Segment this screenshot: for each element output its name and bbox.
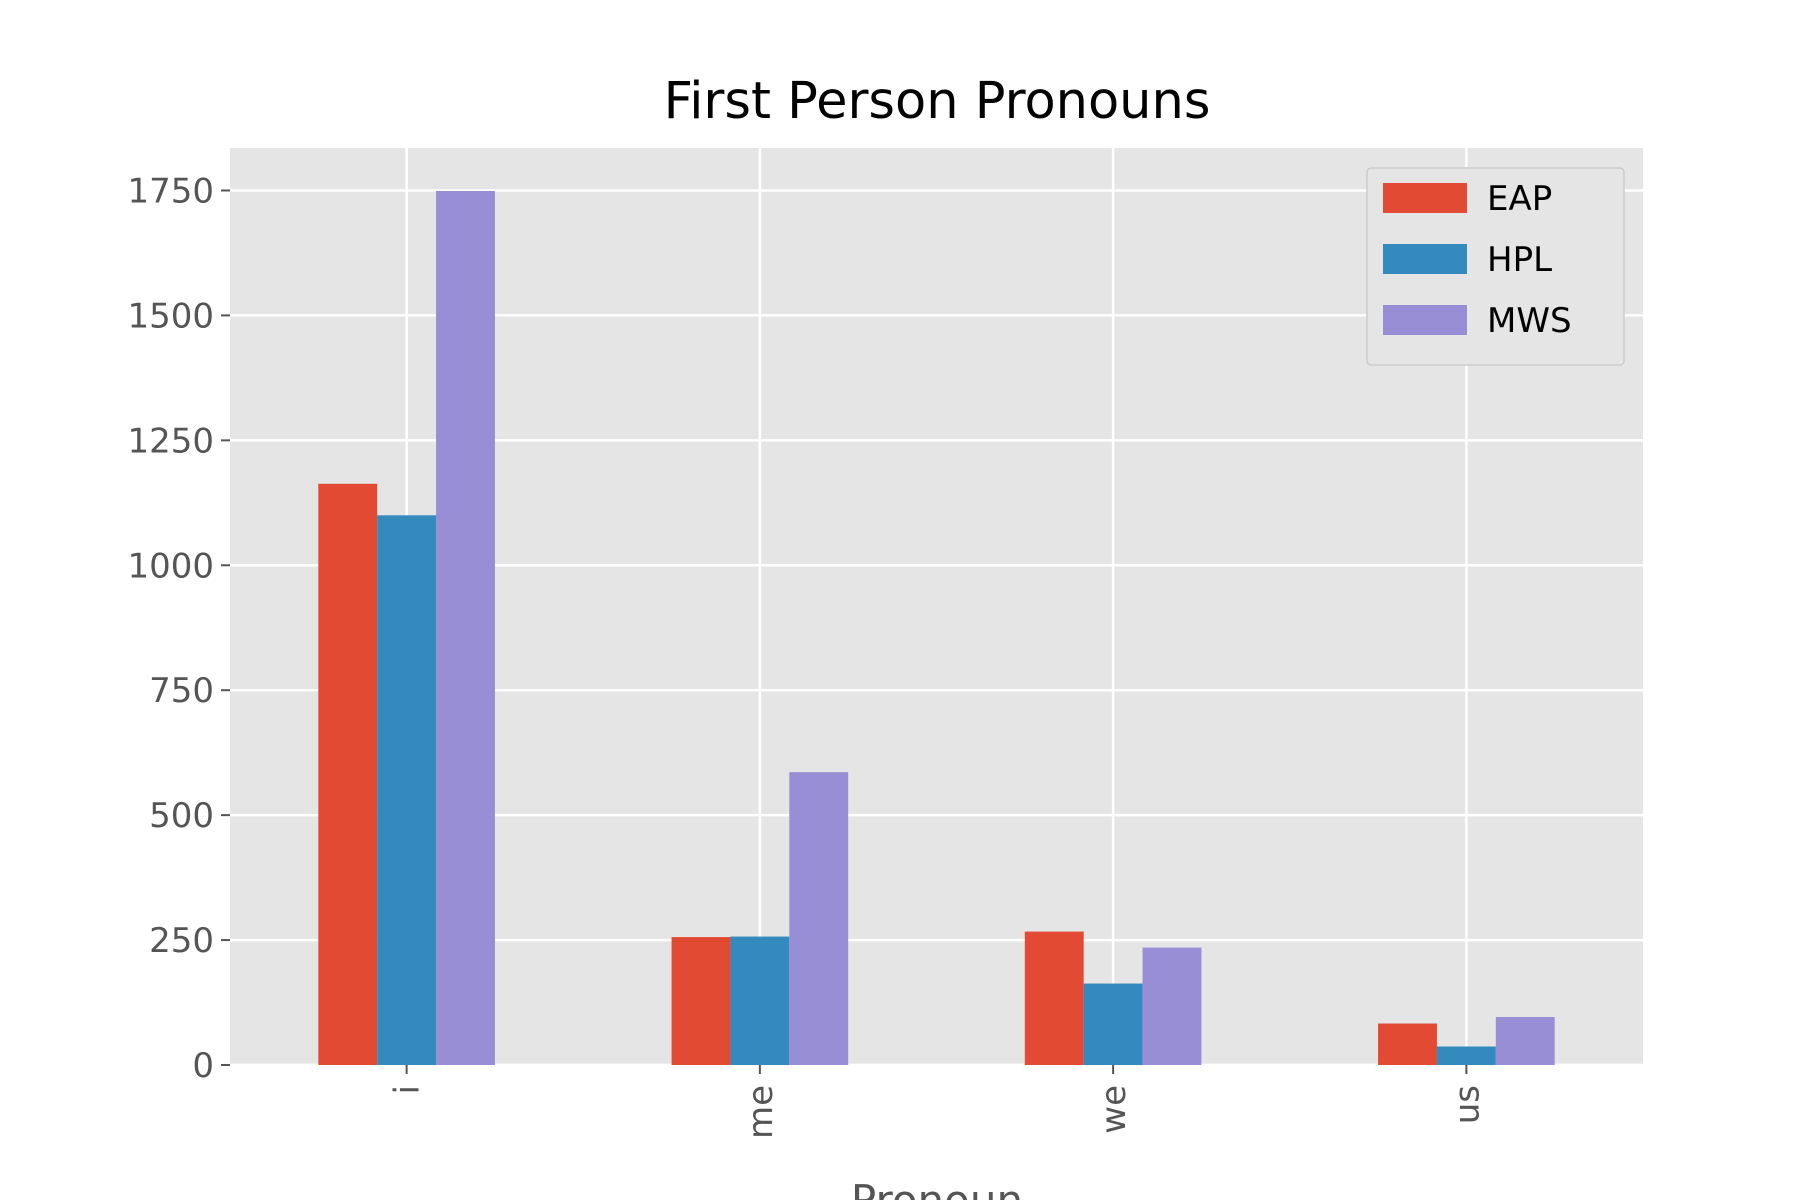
y-tick-label: 0 <box>192 1046 214 1086</box>
y-tick-label: 1250 <box>127 421 214 461</box>
legend-label: EAP <box>1487 179 1552 219</box>
bar-MWS-us <box>1495 1017 1555 1065</box>
legend-swatch <box>1383 244 1467 274</box>
x-axis: i me we us <box>388 1065 1487 1139</box>
bar-EAP-we <box>1024 931 1084 1065</box>
y-tick-label: 1750 <box>127 171 214 211</box>
x-axis-label: Pronoun <box>851 1176 1023 1200</box>
x-tick-label: me <box>741 1085 781 1139</box>
chart-title: First Person Pronouns <box>664 72 1211 131</box>
y-axis: 0 250 500 750 1000 1250 1500 1750 <box>127 171 230 1086</box>
bar-HPL-we <box>1083 983 1143 1065</box>
y-tick-label: 750 <box>149 671 214 711</box>
bar-EAP-me <box>671 937 731 1065</box>
bar-EAP-i <box>318 483 378 1065</box>
y-tick-label: 1500 <box>127 296 214 336</box>
y-tick-label: 500 <box>149 796 214 836</box>
bar-MWS-we <box>1142 947 1202 1065</box>
x-tick-label: i <box>388 1085 428 1094</box>
legend-swatch <box>1383 183 1467 213</box>
bars <box>318 190 1555 1065</box>
bar-MWS-me <box>789 772 849 1065</box>
legend-label: MWS <box>1487 301 1572 341</box>
legend-label: HPL <box>1487 240 1552 280</box>
x-tick-label: we <box>1094 1085 1134 1134</box>
bar-HPL-us <box>1436 1046 1496 1065</box>
y-tick-label: 250 <box>149 921 214 961</box>
y-tick-label: 1000 <box>127 546 214 586</box>
legend: EAP HPL MWS <box>1366 167 1625 366</box>
bar-EAP-us <box>1378 1023 1437 1065</box>
x-tick-label: us <box>1447 1085 1487 1124</box>
bar-MWS-i <box>436 190 495 1065</box>
bar-HPL-i <box>377 515 437 1065</box>
bar-HPL-me <box>730 936 790 1065</box>
legend-swatch <box>1383 305 1467 335</box>
